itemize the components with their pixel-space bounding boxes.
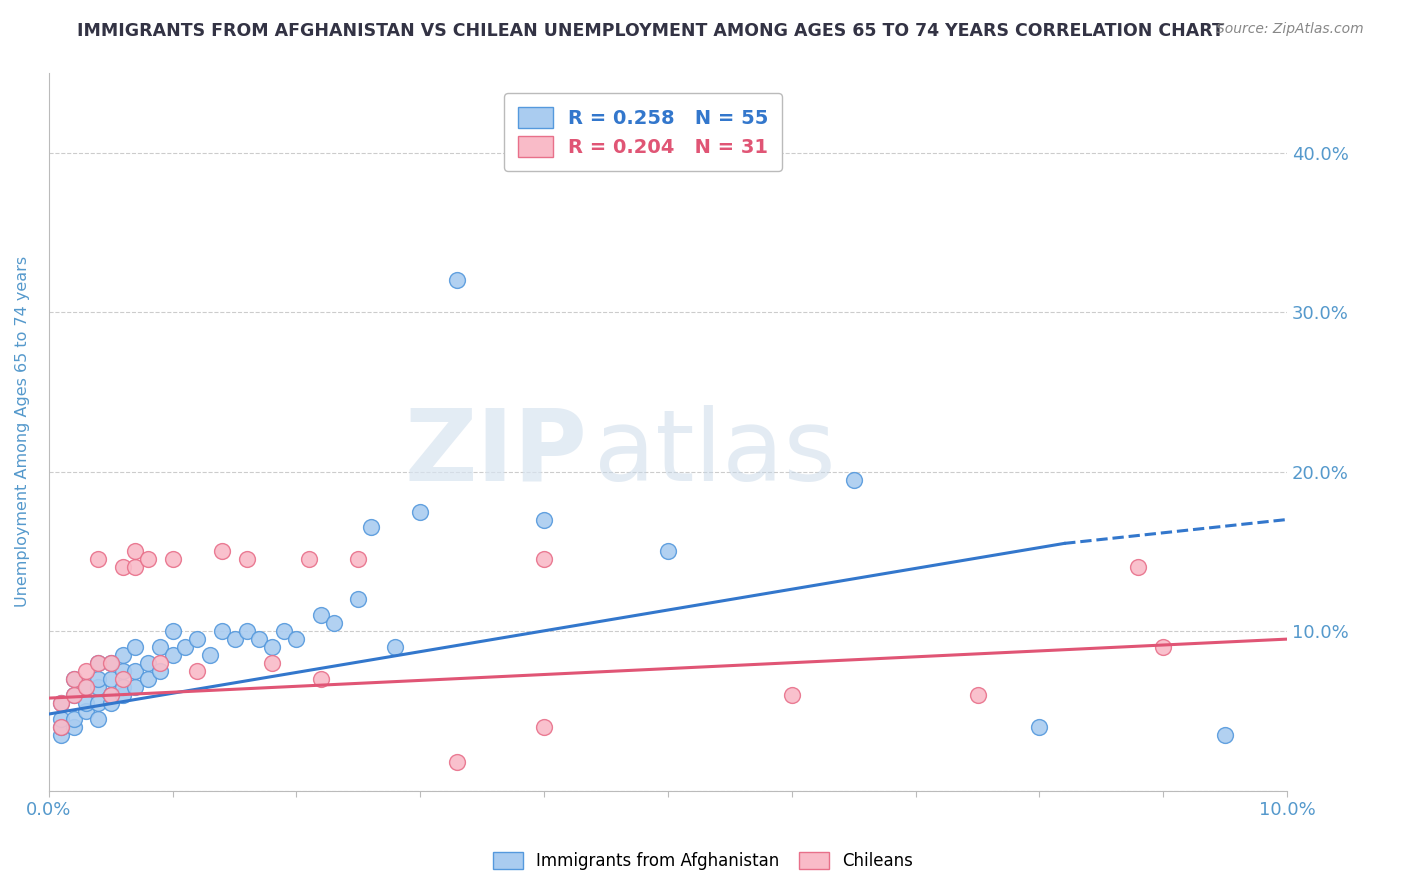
Point bbox=[112, 648, 135, 662]
Point bbox=[446, 755, 468, 769]
Point bbox=[75, 704, 97, 718]
Point bbox=[533, 720, 555, 734]
Point bbox=[384, 640, 406, 654]
Point bbox=[49, 720, 72, 734]
Point bbox=[87, 656, 110, 670]
Point bbox=[87, 696, 110, 710]
Legend: Immigrants from Afghanistan, Chileans: Immigrants from Afghanistan, Chileans bbox=[486, 845, 920, 877]
Point bbox=[75, 680, 97, 694]
Point bbox=[100, 656, 122, 670]
Point bbox=[87, 672, 110, 686]
Point bbox=[112, 560, 135, 574]
Point bbox=[100, 696, 122, 710]
Point bbox=[285, 632, 308, 646]
Point bbox=[62, 672, 84, 686]
Point bbox=[657, 544, 679, 558]
Point bbox=[62, 720, 84, 734]
Point bbox=[273, 624, 295, 639]
Point bbox=[842, 473, 865, 487]
Point bbox=[1028, 720, 1050, 734]
Text: IMMIGRANTS FROM AFGHANISTAN VS CHILEAN UNEMPLOYMENT AMONG AGES 65 TO 74 YEARS CO: IMMIGRANTS FROM AFGHANISTAN VS CHILEAN U… bbox=[77, 22, 1225, 40]
Point bbox=[49, 720, 72, 734]
Point bbox=[136, 672, 159, 686]
Point bbox=[124, 664, 146, 678]
Point bbox=[186, 664, 208, 678]
Y-axis label: Unemployment Among Ages 65 to 74 years: Unemployment Among Ages 65 to 74 years bbox=[15, 256, 30, 607]
Point bbox=[1152, 640, 1174, 654]
Point bbox=[100, 688, 122, 702]
Point bbox=[533, 512, 555, 526]
Point bbox=[62, 672, 84, 686]
Point bbox=[446, 273, 468, 287]
Point bbox=[322, 616, 344, 631]
Point bbox=[149, 656, 172, 670]
Text: ZIP: ZIP bbox=[405, 405, 588, 502]
Point bbox=[409, 504, 432, 518]
Point bbox=[211, 544, 233, 558]
Point bbox=[966, 688, 988, 702]
Point bbox=[136, 656, 159, 670]
Point bbox=[360, 520, 382, 534]
Point bbox=[49, 696, 72, 710]
Point bbox=[174, 640, 197, 654]
Point bbox=[75, 696, 97, 710]
Point bbox=[112, 680, 135, 694]
Point bbox=[136, 552, 159, 566]
Point bbox=[149, 664, 172, 678]
Point bbox=[124, 544, 146, 558]
Point bbox=[87, 680, 110, 694]
Point bbox=[533, 552, 555, 566]
Text: Source: ZipAtlas.com: Source: ZipAtlas.com bbox=[1216, 22, 1364, 37]
Point bbox=[236, 624, 259, 639]
Point bbox=[49, 712, 72, 726]
Point bbox=[62, 688, 84, 702]
Point bbox=[347, 552, 370, 566]
Point bbox=[124, 640, 146, 654]
Point bbox=[100, 688, 122, 702]
Point bbox=[62, 688, 84, 702]
Point bbox=[198, 648, 221, 662]
Point bbox=[260, 656, 283, 670]
Point bbox=[298, 552, 321, 566]
Point bbox=[49, 728, 72, 742]
Point bbox=[100, 656, 122, 670]
Point bbox=[347, 592, 370, 607]
Point bbox=[87, 656, 110, 670]
Point bbox=[1128, 560, 1150, 574]
Point bbox=[124, 680, 146, 694]
Point bbox=[224, 632, 246, 646]
Point bbox=[1213, 728, 1236, 742]
Point bbox=[309, 608, 332, 623]
Point bbox=[112, 672, 135, 686]
Point bbox=[162, 552, 184, 566]
Point bbox=[260, 640, 283, 654]
Point bbox=[124, 560, 146, 574]
Point bbox=[75, 680, 97, 694]
Point bbox=[162, 648, 184, 662]
Point bbox=[186, 632, 208, 646]
Point bbox=[236, 552, 259, 566]
Point bbox=[62, 712, 84, 726]
Point bbox=[211, 624, 233, 639]
Point bbox=[49, 696, 72, 710]
Point bbox=[100, 672, 122, 686]
Point bbox=[162, 624, 184, 639]
Legend: R = 0.258   N = 55, R = 0.204   N = 31: R = 0.258 N = 55, R = 0.204 N = 31 bbox=[505, 94, 782, 171]
Text: atlas: atlas bbox=[593, 405, 835, 502]
Point bbox=[149, 640, 172, 654]
Point bbox=[780, 688, 803, 702]
Point bbox=[247, 632, 270, 646]
Point bbox=[112, 688, 135, 702]
Point bbox=[112, 664, 135, 678]
Point bbox=[87, 552, 110, 566]
Point bbox=[309, 672, 332, 686]
Point bbox=[75, 664, 97, 678]
Point bbox=[87, 712, 110, 726]
